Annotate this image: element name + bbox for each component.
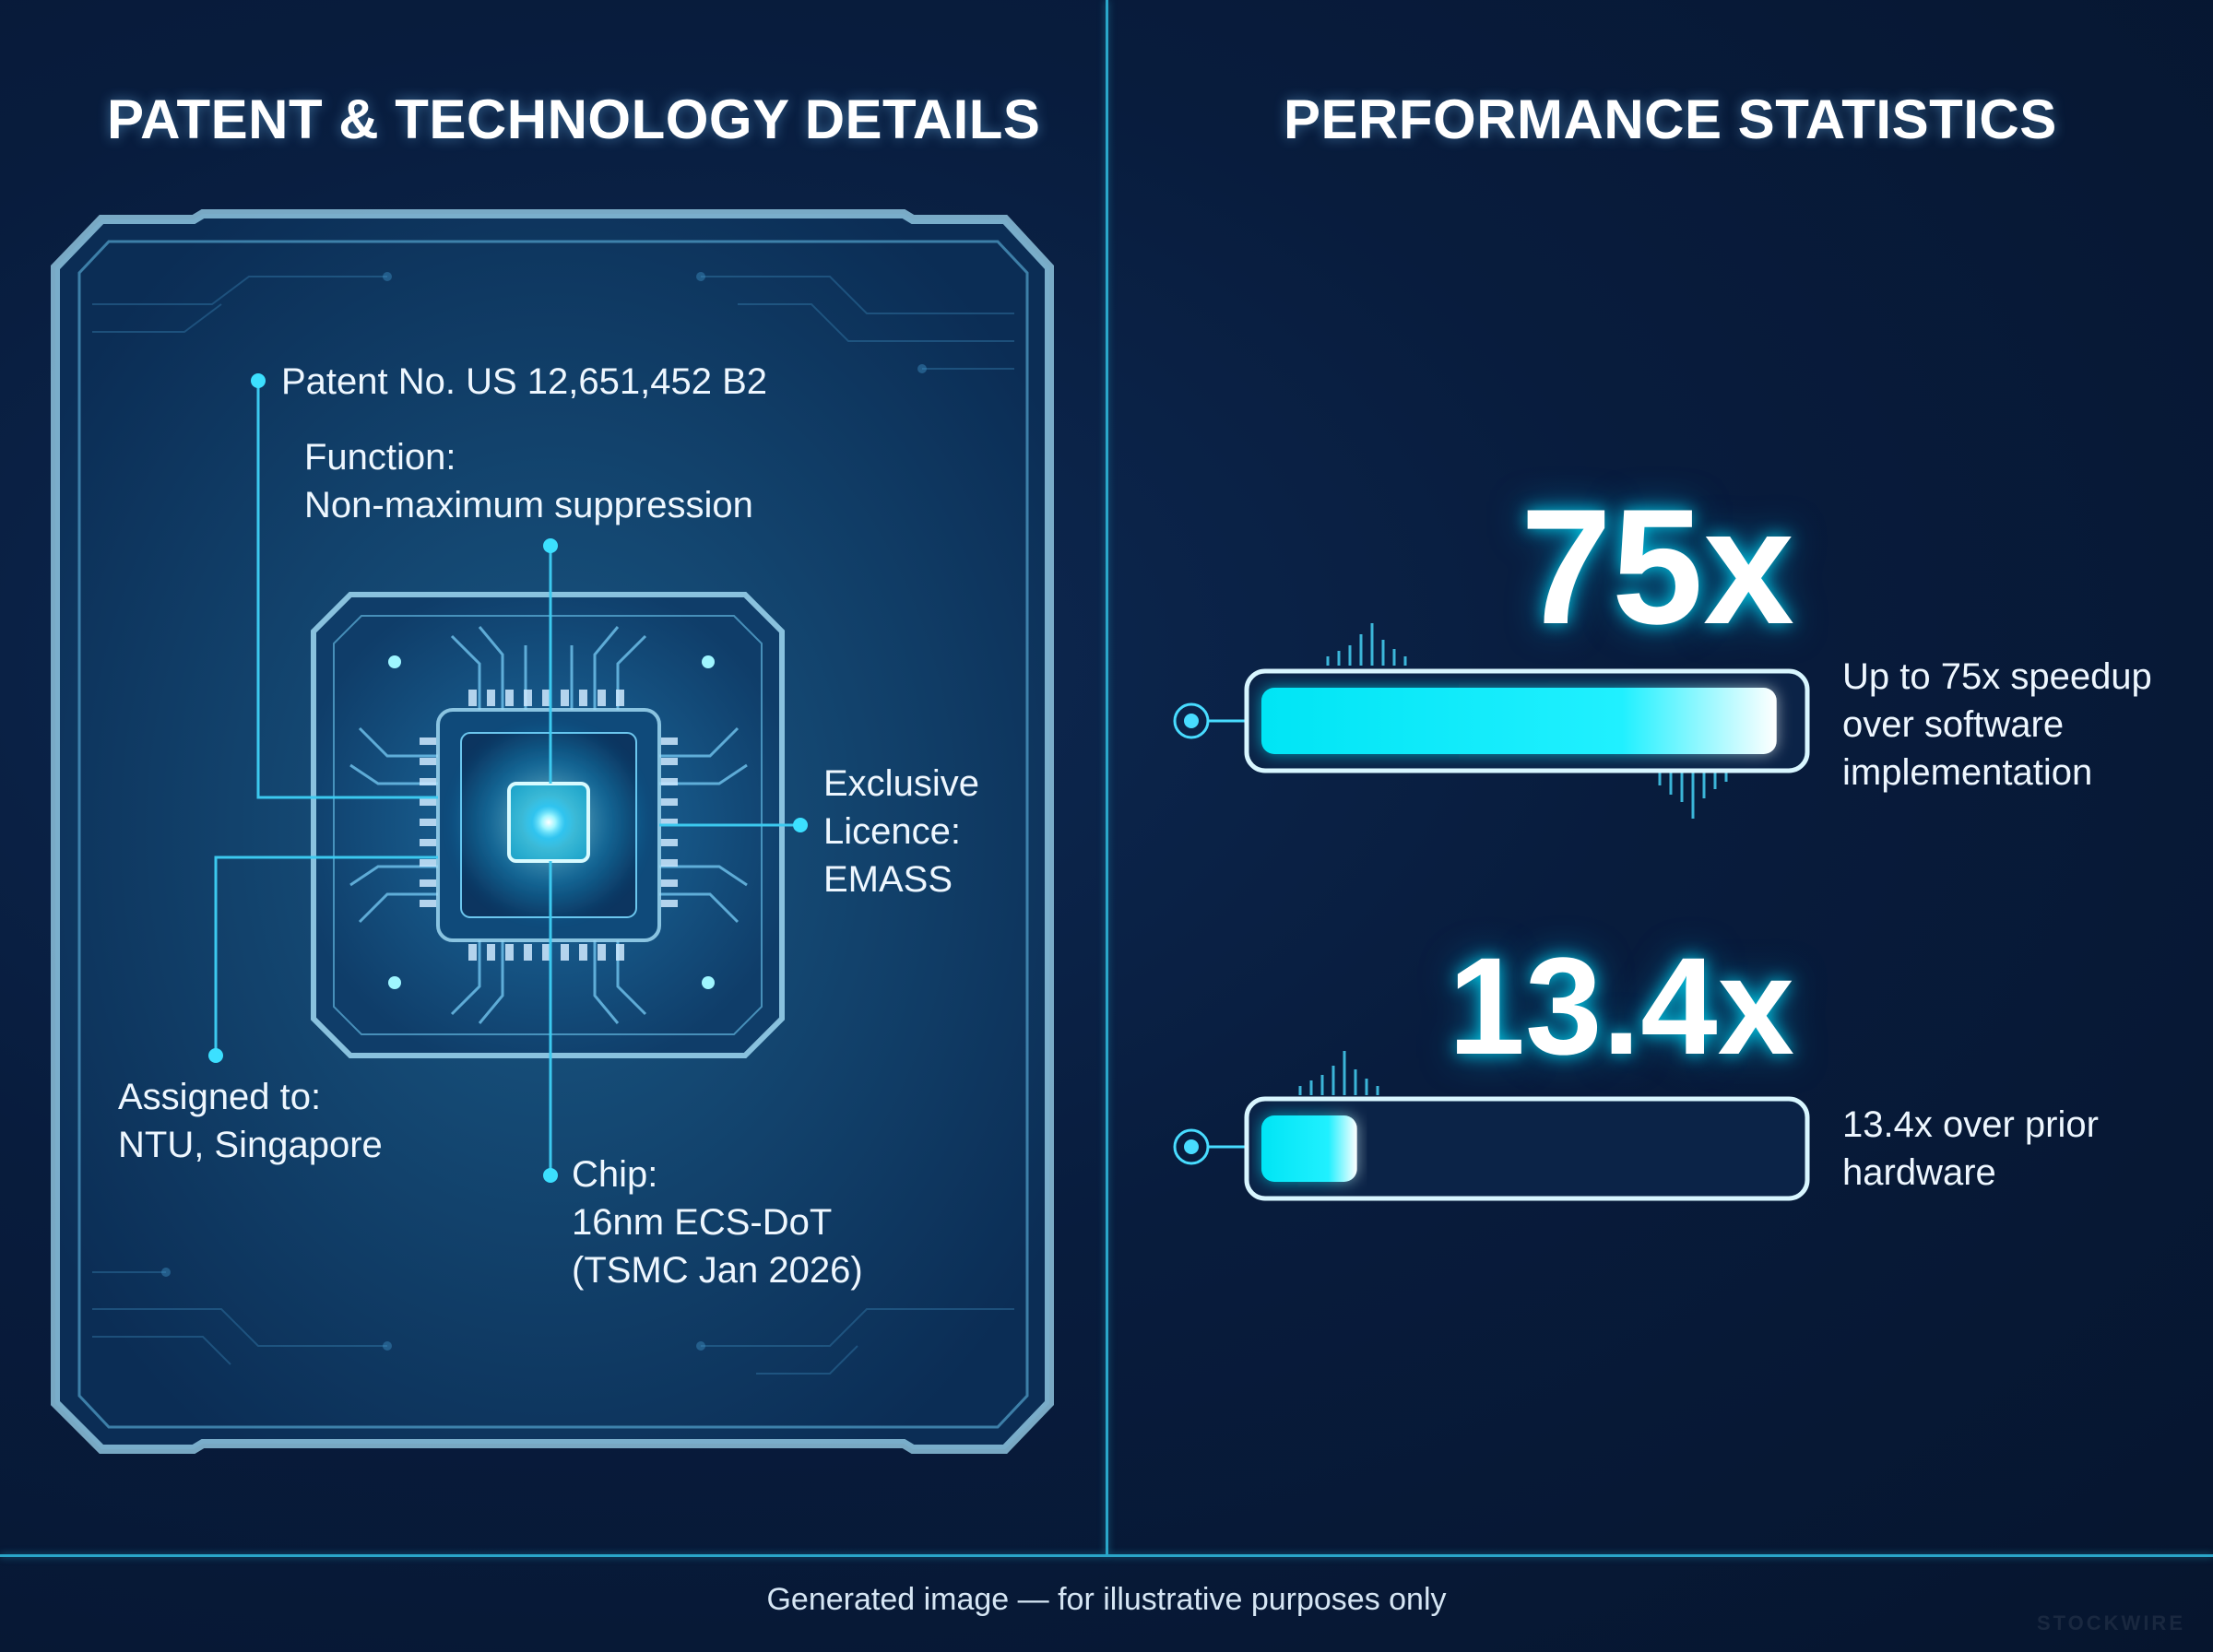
assigned-label: Assigned to: NTU, Singapore <box>118 1073 383 1169</box>
patent-section-title: PATENT & TECHNOLOGY DETAILS <box>107 88 1041 150</box>
connector-patent <box>256 381 438 799</box>
licence-label: Exclusive Licence: EMASS <box>823 760 979 903</box>
licence-line-3: EMASS <box>823 859 953 900</box>
stat-1-line-1: Up to 75x speedup <box>1842 656 2152 697</box>
stat-description-2: 13.4x over prior hardware <box>1842 1101 2099 1197</box>
connector-dot-icon <box>793 818 808 832</box>
stat-description-1: Up to 75x speedup over software implemen… <box>1842 653 2152 796</box>
connector-dot-icon <box>543 1168 558 1183</box>
patent-number-label: Patent No. US 12,651,452 B2 <box>281 361 768 402</box>
footer-disclaimer: Generated image — for illustrative purpo… <box>766 1582 1447 1617</box>
vertical-divider <box>1106 0 1108 1554</box>
assigned-heading: Assigned to: <box>118 1077 322 1117</box>
watermark: STOCKWIRE <box>2036 1611 2185 1634</box>
stat-2-line-2: hardware <box>1842 1152 1996 1193</box>
stat-bar-2 <box>1173 1051 1810 1201</box>
stat-1-line-2: over software <box>1842 704 2065 745</box>
stat-bar-1 <box>1173 623 1810 819</box>
chip-label: Chip: 16nm ECS-DoT (TSMC Jan 2026) <box>572 1150 863 1294</box>
licence-line-2: Licence: <box>823 811 961 852</box>
stat-2-line-1: 13.4x over prior <box>1842 1104 2099 1145</box>
performance-bars <box>1173 623 1810 1201</box>
stat-1-line-3: implementation <box>1842 752 2093 793</box>
connector-dot-icon <box>208 1048 223 1063</box>
horizontal-divider <box>0 1554 2213 1557</box>
connector-assigned <box>214 856 438 1056</box>
function-label: Function: Non-maximum suppression <box>304 433 753 529</box>
licence-line-1: Exclusive <box>823 763 979 804</box>
function-value: Non-maximum suppression <box>304 485 753 525</box>
assigned-value: NTU, Singapore <box>118 1125 383 1165</box>
chip-line-1: 16nm ECS-DoT <box>572 1202 833 1243</box>
connector-dot-icon <box>251 373 266 388</box>
connector-dot-icon <box>543 538 558 553</box>
function-heading: Function: <box>304 437 456 478</box>
performance-section-title: PERFORMANCE STATISTICS <box>1284 88 2057 150</box>
stat-value-75x: 75x <box>1521 475 1794 658</box>
chip-illustration <box>51 209 1054 1454</box>
chip-heading: Chip: <box>572 1154 658 1195</box>
stat-value-13-4x: 13.4x <box>1448 928 1794 1083</box>
chip-line-2: (TSMC Jan 2026) <box>572 1250 863 1291</box>
